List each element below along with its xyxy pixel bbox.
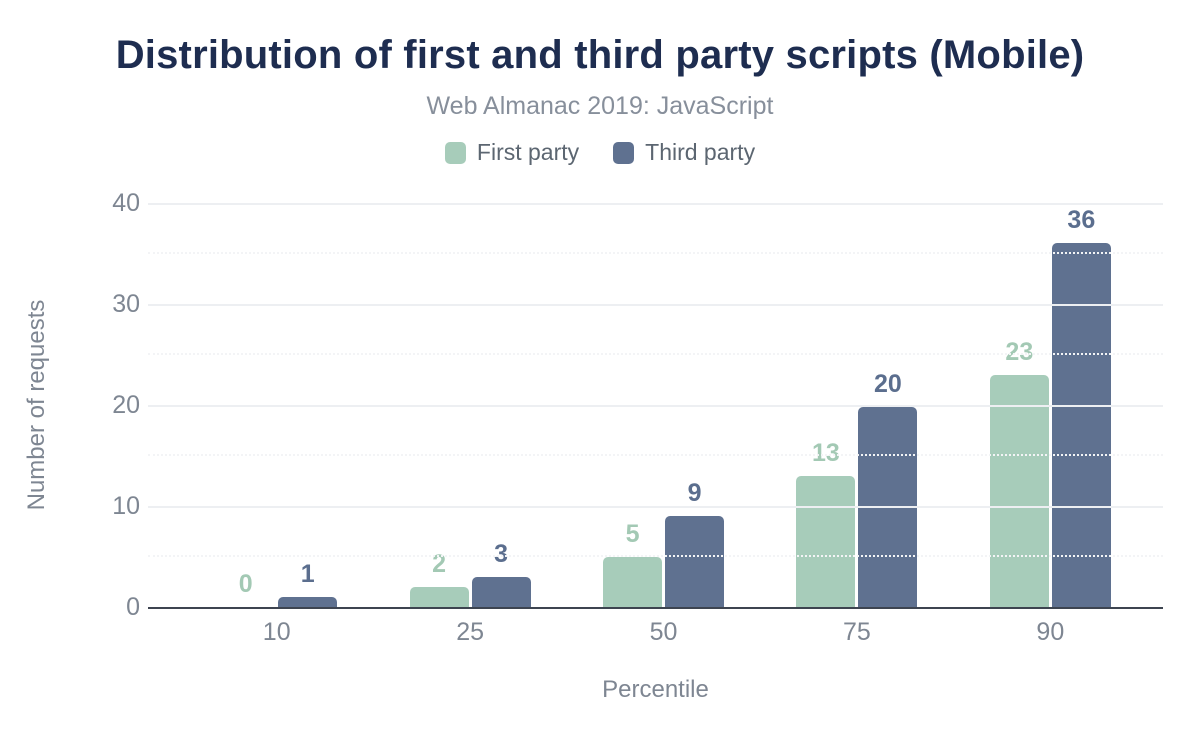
legend-item[interactable]: First party [444,139,580,166]
x-tick-label: 75 [843,618,871,646]
bar-third-party[interactable] [665,516,725,607]
bar-value-label: 5 [625,519,640,548]
legend-label: Third party [645,139,756,165]
bar-group: 5 9 [567,481,760,607]
bar-value-label: 2 [432,549,447,578]
bar-value-label: 23 [1005,337,1034,366]
bar-column: 36 [1051,206,1111,607]
bar-value-label: 1 [300,559,315,588]
bar-third-party[interactable] [1051,243,1111,607]
bar-column: 1 [278,559,338,607]
bar-value-label: 20 [874,370,902,399]
bar-pair: 5 9 [603,479,725,607]
bar-first-party[interactable] [603,556,663,607]
legend-swatch-icon [444,141,466,164]
gridline-minor [148,453,1163,456]
bar-pair: 23 36 [989,206,1111,607]
bar-third-party[interactable] [471,576,531,607]
bar-value-label: 3 [494,539,509,568]
chart-title: Distribution of first and third party sc… [115,33,1085,77]
bar-column: 3 [471,539,531,607]
bar-value-label: 36 [1067,206,1096,235]
bar-value-label: 13 [812,438,840,467]
gridline-major [148,506,1163,508]
y-tick-label: 20 [112,391,140,419]
y-tick-label: 0 [126,593,140,621]
bar-value-label: 0 [238,570,253,598]
bar-group: 2 3 [373,539,566,607]
bar-value-label: 9 [687,479,702,508]
bar-column: 5 [603,519,663,607]
x-axis-line [148,607,1163,609]
bar-group: 13 20 [760,372,953,607]
bar-pair: 0 1 [216,559,338,607]
bar-group: 23 36 [954,208,1147,607]
y-tick-label: 40 [112,189,140,217]
bar-third-party[interactable] [278,596,338,607]
x-tick-labels: 10 25 50 75 90 [148,618,1163,647]
gridline-minor [148,554,1163,557]
bar-first-party[interactable] [409,586,469,607]
plot-area: 0 1 2 3 5 9 13 20 23 36 [148,203,1163,609]
gridline-major [148,203,1163,205]
x-tick-label: 10 [262,618,291,646]
bar-column: 20 [858,370,918,607]
bar-first-party[interactable] [796,475,856,607]
bar-column: 2 [409,549,469,607]
gridline-minor [148,251,1163,254]
bar-first-party[interactable] [989,374,1049,607]
chart-subtitle: Web Almanac 2019: JavaScript [426,92,774,120]
x-tick-label: 50 [649,618,678,646]
x-tick-label: 25 [456,618,485,646]
bar-pair: 2 3 [409,539,531,607]
y-tick-label: 10 [112,492,140,520]
legend-swatch-icon [613,141,635,164]
gridline-major [148,304,1163,306]
gridline-minor [148,352,1163,355]
legend: First party Third party [0,139,1200,166]
x-tick-label: 90 [1036,618,1065,646]
legend-item[interactable]: Third party [613,139,755,166]
legend-label: First party [476,139,580,165]
y-tick-label: 30 [112,290,140,318]
bar-column: 13 [796,438,856,607]
bar-column: 0 [216,572,275,607]
bar-group: 0 1 [180,559,373,607]
x-axis-title: Percentile [602,676,709,703]
gridline-major [148,405,1163,407]
bar-pair: 13 20 [796,370,918,607]
bar-column: 9 [665,479,725,607]
bar-column: 23 [989,337,1049,607]
